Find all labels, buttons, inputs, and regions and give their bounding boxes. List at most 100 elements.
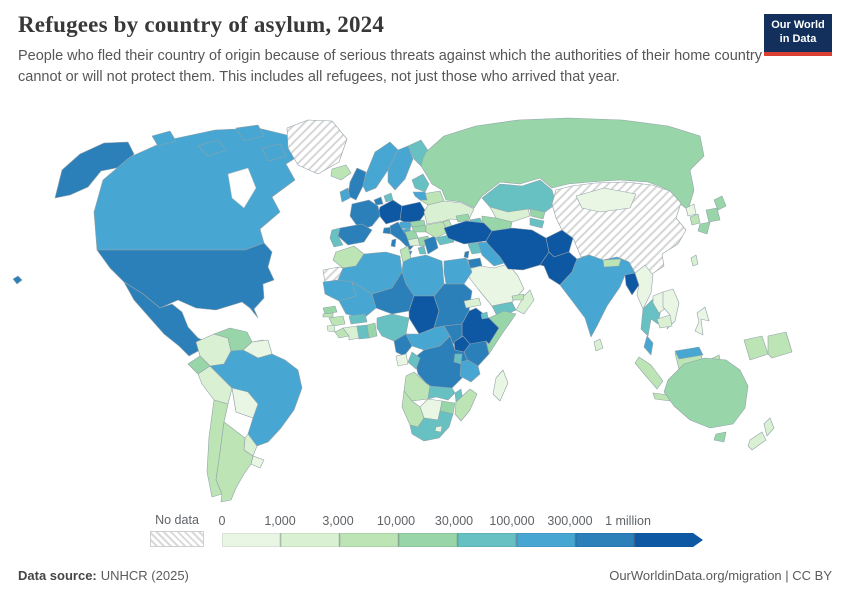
footer-attribution: OurWorldinData.org/migration | CC BY xyxy=(609,568,832,583)
legend-tick-label: 100,000 xyxy=(489,514,535,528)
country-canada-island[interactable] xyxy=(261,143,287,162)
legend-bin-5[interactable] xyxy=(516,533,575,547)
country-japan-kyushu[interactable] xyxy=(697,221,711,235)
country-australia[interactable] xyxy=(663,357,749,429)
country-mozambique[interactable] xyxy=(454,388,478,422)
country-burkina-faso[interactable] xyxy=(348,313,368,325)
country-niger[interactable] xyxy=(371,271,415,315)
country-eritrea[interactable] xyxy=(463,297,482,309)
country-canada-island[interactable] xyxy=(197,139,227,157)
country-lesotho[interactable] xyxy=(434,425,443,433)
country-romania[interactable] xyxy=(425,221,449,239)
country-japan-honshu[interactable] xyxy=(705,207,721,223)
country-guinea[interactable] xyxy=(328,315,346,327)
country-malaysia[interactable] xyxy=(643,335,654,356)
country-cameroon[interactable] xyxy=(393,333,413,357)
country-baltics[interactable] xyxy=(411,173,430,193)
chart-header: Refugees by country of asylum, 2024 Peop… xyxy=(18,12,832,87)
country-egypt[interactable] xyxy=(443,257,473,285)
country-indonesia-papua[interactable] xyxy=(743,335,769,361)
country-kyrgyzstan[interactable] xyxy=(529,208,546,220)
chart-footer: Data source: UNHCR (2025) OurWorldinData.… xyxy=(18,568,832,583)
country-russia[interactable] xyxy=(420,117,705,211)
country-saudi-arabia[interactable] xyxy=(465,263,525,307)
country-papua-new-guinea[interactable] xyxy=(767,331,793,359)
country-iran[interactable] xyxy=(485,227,550,271)
country-congo[interactable] xyxy=(407,351,421,370)
country-alaska[interactable] xyxy=(54,141,135,199)
country-madagascar[interactable] xyxy=(492,369,509,402)
chart-title: Refugees by country of asylum, 2024 xyxy=(18,12,385,37)
country-uruguay[interactable] xyxy=(250,455,265,469)
country-bangladesh[interactable] xyxy=(624,272,640,296)
country-gambia[interactable] xyxy=(322,312,334,318)
country-tajikistan[interactable] xyxy=(529,217,545,229)
country-canada-island[interactable] xyxy=(151,130,177,147)
country-nepal[interactable] xyxy=(602,258,622,268)
country-sri-lanka[interactable] xyxy=(593,338,604,352)
legend-tick-label: 10,000 xyxy=(376,514,416,528)
country-mongolia[interactable] xyxy=(575,187,637,213)
legend-bin-7[interactable] xyxy=(634,533,703,547)
legend-bin-0[interactable] xyxy=(222,533,280,547)
country-canada-island[interactable] xyxy=(235,124,265,142)
country-poland[interactable] xyxy=(399,201,427,223)
country-new-zealand-south[interactable] xyxy=(747,431,767,451)
legend-bin-2[interactable] xyxy=(339,533,398,547)
country-united-states[interactable] xyxy=(96,242,275,319)
country-iceland[interactable] xyxy=(330,164,352,181)
country-zambia[interactable] xyxy=(427,385,456,401)
country-ivory-coast[interactable] xyxy=(342,325,360,341)
legend-bin-6[interactable] xyxy=(575,533,634,547)
country-senegal[interactable] xyxy=(322,305,338,315)
country-france[interactable] xyxy=(349,199,381,231)
country-italy-sardinia[interactable] xyxy=(390,238,397,248)
legend-bin-1[interactable] xyxy=(280,533,339,547)
country-taiwan[interactable] xyxy=(690,254,699,267)
legend-bin-3[interactable] xyxy=(398,533,457,547)
legend-bin-4[interactable] xyxy=(457,533,516,547)
country-sweden[interactable] xyxy=(387,145,414,191)
country-cambodia[interactable] xyxy=(656,314,673,329)
country-lebanon[interactable] xyxy=(463,250,470,259)
country-south-korea[interactable] xyxy=(689,213,701,226)
country-djibouti[interactable] xyxy=(480,311,489,320)
country-portugal[interactable] xyxy=(329,227,344,248)
world-map-container xyxy=(0,112,850,510)
country-east-malaysia[interactable] xyxy=(674,346,704,360)
country-netherlands[interactable] xyxy=(373,196,384,206)
country-slovakia[interactable] xyxy=(409,219,426,228)
country-uae[interactable] xyxy=(511,293,525,301)
country-brazil[interactable] xyxy=(209,349,303,447)
legend-tick-label: 300,000 xyxy=(547,514,593,528)
country-greenland[interactable] xyxy=(286,119,348,175)
legend-scale: 0 1,000 3,000 10,000 30,000 100,000 300,000 1 m… xyxy=(219,514,703,547)
country-gabon[interactable] xyxy=(395,353,409,367)
country-ireland[interactable] xyxy=(339,187,351,203)
country-hawaii[interactable] xyxy=(12,275,23,285)
country-bolivia[interactable] xyxy=(231,387,259,419)
country-tasmania[interactable] xyxy=(713,431,727,443)
country-togo-benin[interactable] xyxy=(366,322,378,339)
country-japan-hokkaido[interactable] xyxy=(713,195,727,211)
country-sierra-leone[interactable] xyxy=(326,324,336,333)
country-angola[interactable] xyxy=(403,371,431,402)
legend-no-data[interactable]: No data xyxy=(150,513,204,547)
legend-bar xyxy=(222,533,703,547)
country-new-zealand-north[interactable] xyxy=(763,417,775,437)
country-argentina[interactable] xyxy=(215,421,254,503)
country-philippines[interactable] xyxy=(694,306,710,336)
country-north-korea[interactable] xyxy=(685,203,697,217)
country-tanzania[interactable] xyxy=(459,359,481,383)
country-albania[interactable] xyxy=(417,245,427,255)
country-spain[interactable] xyxy=(337,223,373,246)
owid-logo-line2: in Data xyxy=(779,33,817,45)
country-lithuania[interactable] xyxy=(412,191,428,201)
legend-tick-labels: 0 1,000 3,000 10,000 30,000 100,000 300,000 1 m… xyxy=(219,514,702,530)
country-south-africa[interactable] xyxy=(409,410,454,442)
data-source-label: Data source: xyxy=(18,568,97,583)
country-myanmar[interactable] xyxy=(634,264,654,310)
country-indonesia-sumatra[interactable] xyxy=(634,356,664,390)
country-greece[interactable] xyxy=(423,235,439,255)
owid-logo[interactable]: Our World in Data xyxy=(764,14,832,56)
